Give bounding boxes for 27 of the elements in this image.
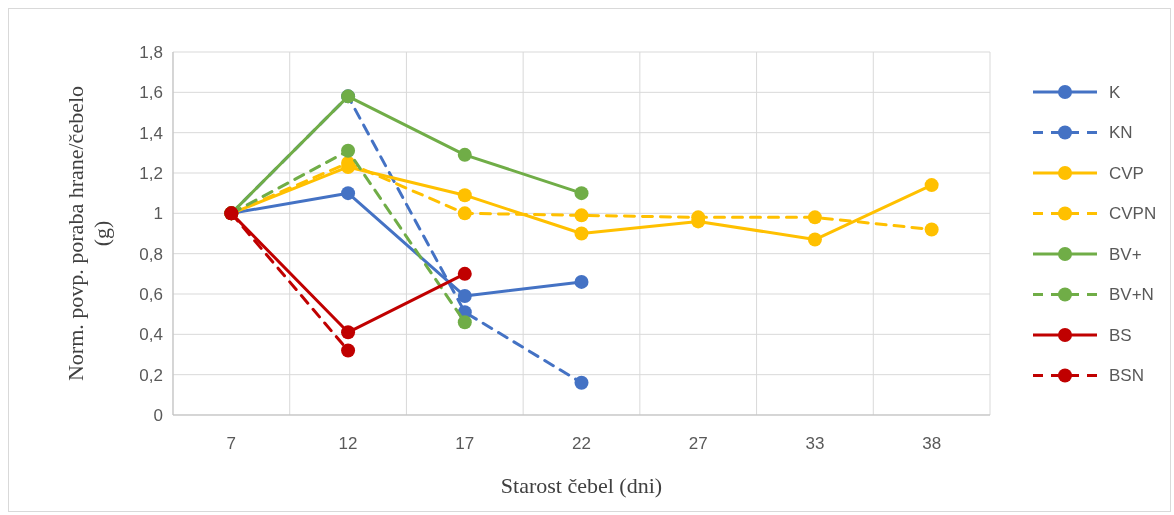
x-tick-label: 17	[455, 434, 475, 453]
legend-label: BS	[1109, 325, 1132, 345]
x-tick-label: 22	[572, 434, 591, 453]
legend-label: CVPN	[1109, 204, 1157, 224]
x-tick-label: 7	[226, 434, 237, 453]
y-tick-label: 0,2	[139, 365, 163, 385]
legend-label: BSN	[1109, 366, 1144, 386]
legend-label: BV+	[1109, 244, 1142, 264]
legend-label: K	[1109, 82, 1121, 102]
y-axis-title: Norm. povp. poraba hrane/čebelo (g)	[63, 85, 114, 382]
y-tick-label: 1,8	[139, 42, 163, 62]
legend-label: BV+N	[1109, 285, 1154, 305]
legend-label: CVP	[1109, 163, 1144, 183]
y-tick-label: 0,4	[139, 325, 163, 345]
y-tick-label: 1,4	[139, 123, 163, 143]
y-tick-label: 0,8	[139, 244, 163, 264]
y-tick-label: 0	[153, 405, 163, 425]
y-tick-label: 0,6	[139, 284, 163, 304]
y-tick-label: 1,2	[139, 163, 163, 183]
y-tick-label: 1	[153, 204, 163, 224]
x-axis-title: Starost čebel (dni)	[500, 473, 663, 498]
legend-label: KN	[1109, 123, 1133, 143]
x-tick-label: 38	[922, 434, 942, 453]
x-tick-label: 12	[338, 434, 358, 453]
x-tick-label: 33	[805, 434, 825, 453]
y-tick-label: 1,6	[139, 83, 163, 103]
x-tick-label: 27	[688, 434, 708, 453]
